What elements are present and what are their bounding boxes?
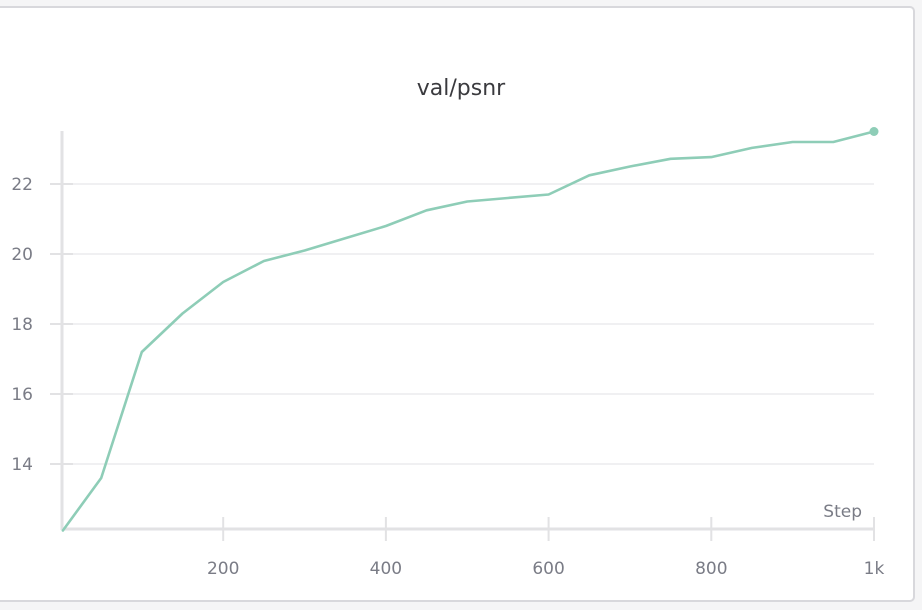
x-axis-label: Step — [823, 502, 862, 522]
y-tick-label: 18 — [11, 315, 33, 335]
series-line-psnr[interactable] — [61, 130, 876, 532]
x-tick-label: 1k — [864, 559, 885, 579]
x-tick-label: 400 — [370, 559, 402, 579]
y-tick-label: 22 — [11, 175, 33, 195]
chart-title: val/psnr — [416, 76, 506, 101]
last-point-marker[interactable] — [869, 127, 879, 136]
x-tick-label: 600 — [532, 559, 564, 579]
chart-panel — [0, 6, 915, 602]
y-tick-label: 16 — [11, 385, 33, 405]
y-tick-label: 20 — [11, 245, 33, 265]
y-tick-label: 14 — [11, 455, 33, 475]
x-tick-label: 800 — [695, 559, 727, 579]
x-tick-label: 200 — [207, 559, 239, 579]
